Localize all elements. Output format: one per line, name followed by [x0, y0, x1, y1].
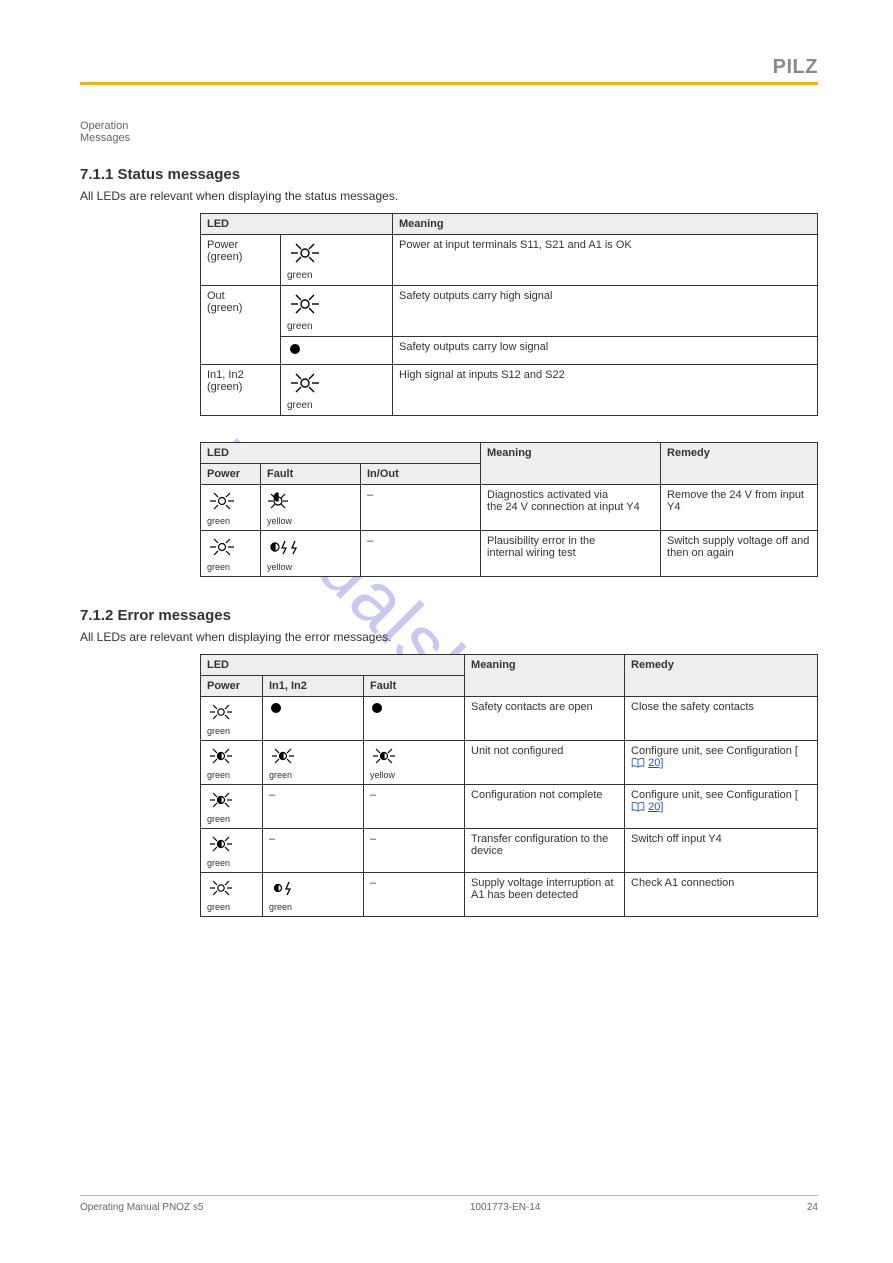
led-on-icon [287, 239, 323, 267]
th-meaning: Meaning [393, 214, 818, 235]
th-led: LED [201, 443, 481, 464]
cell-in-icon: green [263, 873, 364, 917]
cell-icon: green [281, 235, 393, 286]
led-on-icon [287, 369, 323, 397]
cell-meaning: Plausibility error in the internal wirin… [481, 531, 661, 577]
cell-in: – [263, 829, 364, 873]
cell-in-icon [263, 697, 364, 741]
cell-led: Power (green) [201, 235, 281, 286]
th-power: Power [201, 464, 261, 485]
cell-remedy: Configure unit, see Configuration [ 20] [625, 741, 818, 785]
led-on-icon [207, 701, 235, 723]
cell-remedy: Switch off input Y4 [625, 829, 818, 873]
led-on-icon [207, 877, 235, 899]
led-flash-icon [207, 745, 235, 767]
status-table-1: LED Meaning Power (green) green Power at… [200, 213, 818, 416]
led-flash-icon [207, 833, 235, 855]
cell-remedy: Switch supply voltage off and then on ag… [661, 531, 818, 577]
th-led: LED [201, 214, 393, 235]
brand-logo: PILZ [773, 56, 818, 79]
cell-remedy: Check A1 connection [625, 873, 818, 917]
cell-icon: green [281, 365, 393, 416]
book-icon [631, 758, 645, 768]
cell-power-icon: green [201, 785, 263, 829]
footer-right: 24 [807, 1202, 818, 1213]
led-on-icon [287, 290, 323, 318]
config-link[interactable]: 20] [648, 757, 663, 769]
cell-fault-icon [364, 697, 465, 741]
cell-power-icon: green [201, 485, 261, 531]
led-flash-icon [267, 489, 301, 513]
cell-in: – [263, 785, 364, 829]
cell-led: Out (green) [201, 286, 281, 365]
led-off-icon [370, 701, 384, 715]
page-content: Operation Messages 7.1.1 Status messages… [80, 120, 818, 917]
cell-power-icon: green [201, 829, 263, 873]
cell-meaning: Supply voltage interruption at A1 has be… [465, 873, 625, 917]
cell-inout: – [361, 531, 481, 577]
th-fault: Fault [261, 464, 361, 485]
led-off-icon [269, 701, 283, 715]
led-shortflash-icon [269, 877, 301, 899]
cell-meaning: Configuration not complete [465, 785, 625, 829]
th-power: Power [201, 676, 263, 697]
cell-fault-icon: yellow [364, 741, 465, 785]
th-led: LED [201, 655, 465, 676]
cell-power-icon: green [201, 531, 261, 577]
th-remedy: Remedy [661, 443, 818, 485]
status-table-2: LED Meaning Remedy Power Fault In/Out gr… [200, 442, 818, 577]
section-2-title: 7.1.2 Error messages [80, 607, 818, 624]
cell-meaning: Safety outputs carry low signal [393, 337, 818, 365]
page-footer: Operating Manual PNOZ s5 1001773-EN-14 2… [80, 1195, 818, 1213]
cell-fault: – [364, 785, 465, 829]
led-flash-icon [269, 745, 297, 767]
cell-power-icon: green [201, 697, 263, 741]
cell-meaning: Transfer configuration to the device [465, 829, 625, 873]
cell-meaning: Safety outputs carry high signal [393, 286, 818, 337]
led-on-icon [207, 489, 237, 513]
cell-fault: – [364, 829, 465, 873]
config-link[interactable]: 20] [648, 801, 663, 813]
cell-meaning: Power at input terminals S11, S21 and A1… [393, 235, 818, 286]
book-icon [631, 802, 645, 812]
cell-remedy: Close the safety contacts [625, 697, 818, 741]
footer-left: Operating Manual PNOZ s5 [80, 1202, 203, 1213]
led-flash2-icon [267, 535, 307, 559]
header-rule [80, 82, 818, 85]
led-flash-icon [207, 789, 235, 811]
cell-icon: green [281, 286, 393, 337]
cell-inout: – [361, 485, 481, 531]
error-table: LED Meaning Remedy Power In1, In2 Fault … [200, 654, 818, 917]
th-inout: In/Out [361, 464, 481, 485]
cell-fault: – [364, 873, 465, 917]
th-meaning: Meaning [465, 655, 625, 697]
cell-power-icon: green [201, 741, 263, 785]
th-in: In1, In2 [263, 676, 364, 697]
cell-remedy: Remove the 24 V from input Y4 [661, 485, 818, 531]
cell-remedy: Configure unit, see Configuration [ 20] [625, 785, 818, 829]
th-meaning: Meaning [481, 443, 661, 485]
led-on-icon [207, 535, 237, 559]
th-fault: Fault [364, 676, 465, 697]
th-remedy: Remedy [625, 655, 818, 697]
footer-center: 1001773-EN-14 [470, 1202, 541, 1213]
cell-meaning: High signal at inputs S12 and S22 [393, 365, 818, 416]
cell-meaning: Safety contacts are open [465, 697, 625, 741]
breadcrumb: Operation Messages [80, 120, 818, 144]
led-flash-icon [370, 745, 398, 767]
section-1-title: 7.1.1 Status messages [80, 166, 818, 183]
led-off-icon [287, 341, 303, 357]
cell-meaning: Diagnostics activated via the 24 V conne… [481, 485, 661, 531]
cell-in-icon: green [263, 741, 364, 785]
cell-meaning: Unit not configured [465, 741, 625, 785]
cell-icon [281, 337, 393, 365]
cell-power-icon: green [201, 873, 263, 917]
section-1-lead: All LEDs are relevant when displaying th… [80, 189, 818, 203]
cell-fault-icon: yellow [261, 531, 361, 577]
cell-led: In1, In2 (green) [201, 365, 281, 416]
section-2-lead: All LEDs are relevant when displaying th… [80, 630, 818, 644]
cell-fault-icon: yellow [261, 485, 361, 531]
